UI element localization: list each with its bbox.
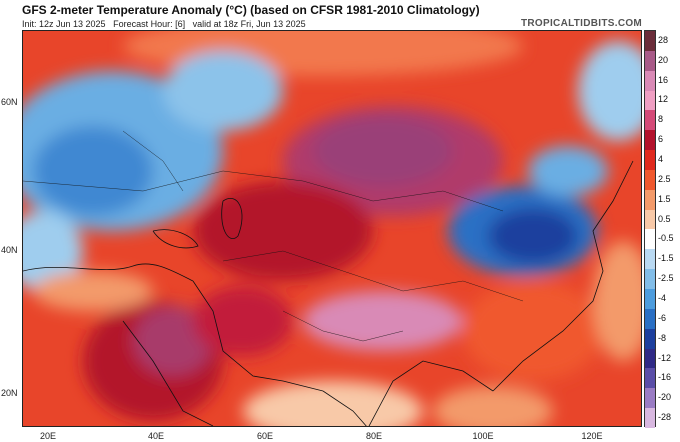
colorbar-label: -20 (658, 392, 672, 403)
anomaly-field (23, 31, 641, 426)
colorbar-label: 12 (658, 94, 669, 105)
anomaly-map (22, 30, 642, 427)
colorbar-label: 6 (658, 134, 664, 145)
colorbar-label: -8 (658, 332, 667, 343)
colorbar-label: -4 (658, 292, 667, 303)
colorbar-swatch (645, 288, 655, 309)
colorbar-label: 16 (658, 74, 669, 85)
lat-label-60n: 60N (1, 97, 18, 107)
lon-label-40e: 40E (147, 431, 165, 441)
colorbar-label: -0.5 (658, 233, 674, 244)
colorbar-label: 8 (658, 114, 664, 125)
colorbar-label: -1.5 (658, 253, 674, 264)
colorbar (644, 30, 656, 428)
colorbar-swatch (645, 169, 655, 190)
colorbar-label: -16 (658, 372, 672, 383)
colorbar-swatch (645, 110, 655, 131)
colorbar-label: 0.5 (658, 213, 671, 224)
colorbar-swatch (645, 70, 655, 91)
init-time: Init: 12z Jun 13 2025 (22, 19, 106, 29)
colorbar-swatch (645, 348, 655, 369)
colorbar-swatch (645, 130, 655, 151)
borders (23, 130, 524, 342)
brand-watermark: TROPICALTIDBITS.COM (521, 18, 643, 29)
colorbar-label: -12 (658, 352, 672, 363)
colorbar-swatch (645, 368, 655, 389)
colorbar-swatch (645, 31, 655, 51)
lon-label-20e: 20E (39, 431, 57, 441)
colorbar-swatch (645, 209, 655, 230)
map-title: GFS 2-meter Temperature Anomaly (°C) (ba… (22, 3, 480, 17)
colorbar-label: 28 (658, 34, 669, 45)
lon-label-120e: 120E (581, 431, 603, 441)
lat-label-20n: 20N (1, 388, 18, 398)
colorbar-swatch (645, 328, 655, 349)
colorbar-label: -28 (658, 412, 672, 423)
colorbar-swatch (645, 189, 655, 210)
forecast-hour: Forecast Hour: [6] (113, 19, 186, 29)
colorbar-swatch (645, 388, 655, 409)
colorbar-swatch (645, 408, 655, 428)
colorbar-swatch (645, 249, 655, 270)
coastlines (23, 160, 634, 426)
lon-label-80e: 80E (365, 431, 383, 441)
colorbar-label: 1.5 (658, 193, 671, 204)
colorbar-swatch (645, 308, 655, 329)
colorbar-label: -2.5 (658, 273, 674, 284)
map-subtitle: Init: 12z Jun 13 2025 Forecast Hour: [6]… (22, 19, 306, 29)
colorbar-swatch (645, 90, 655, 111)
colorbar-label: -6 (658, 312, 667, 323)
colorbar-label: 4 (658, 154, 664, 165)
valid-time: valid at 18z Fri, Jun 13 2025 (192, 19, 306, 29)
colorbar-swatch (645, 269, 655, 289)
colorbar-label: 2.5 (658, 173, 671, 184)
lat-label-40n: 40N (1, 245, 18, 255)
colorbar-swatch (645, 50, 655, 71)
colorbar-label: 20 (658, 54, 669, 65)
colorbar-swatch (645, 229, 655, 250)
colorbar-swatch (645, 150, 655, 170)
lon-label-60e: 60E (256, 431, 274, 441)
lon-label-100e: 100E (472, 431, 494, 441)
